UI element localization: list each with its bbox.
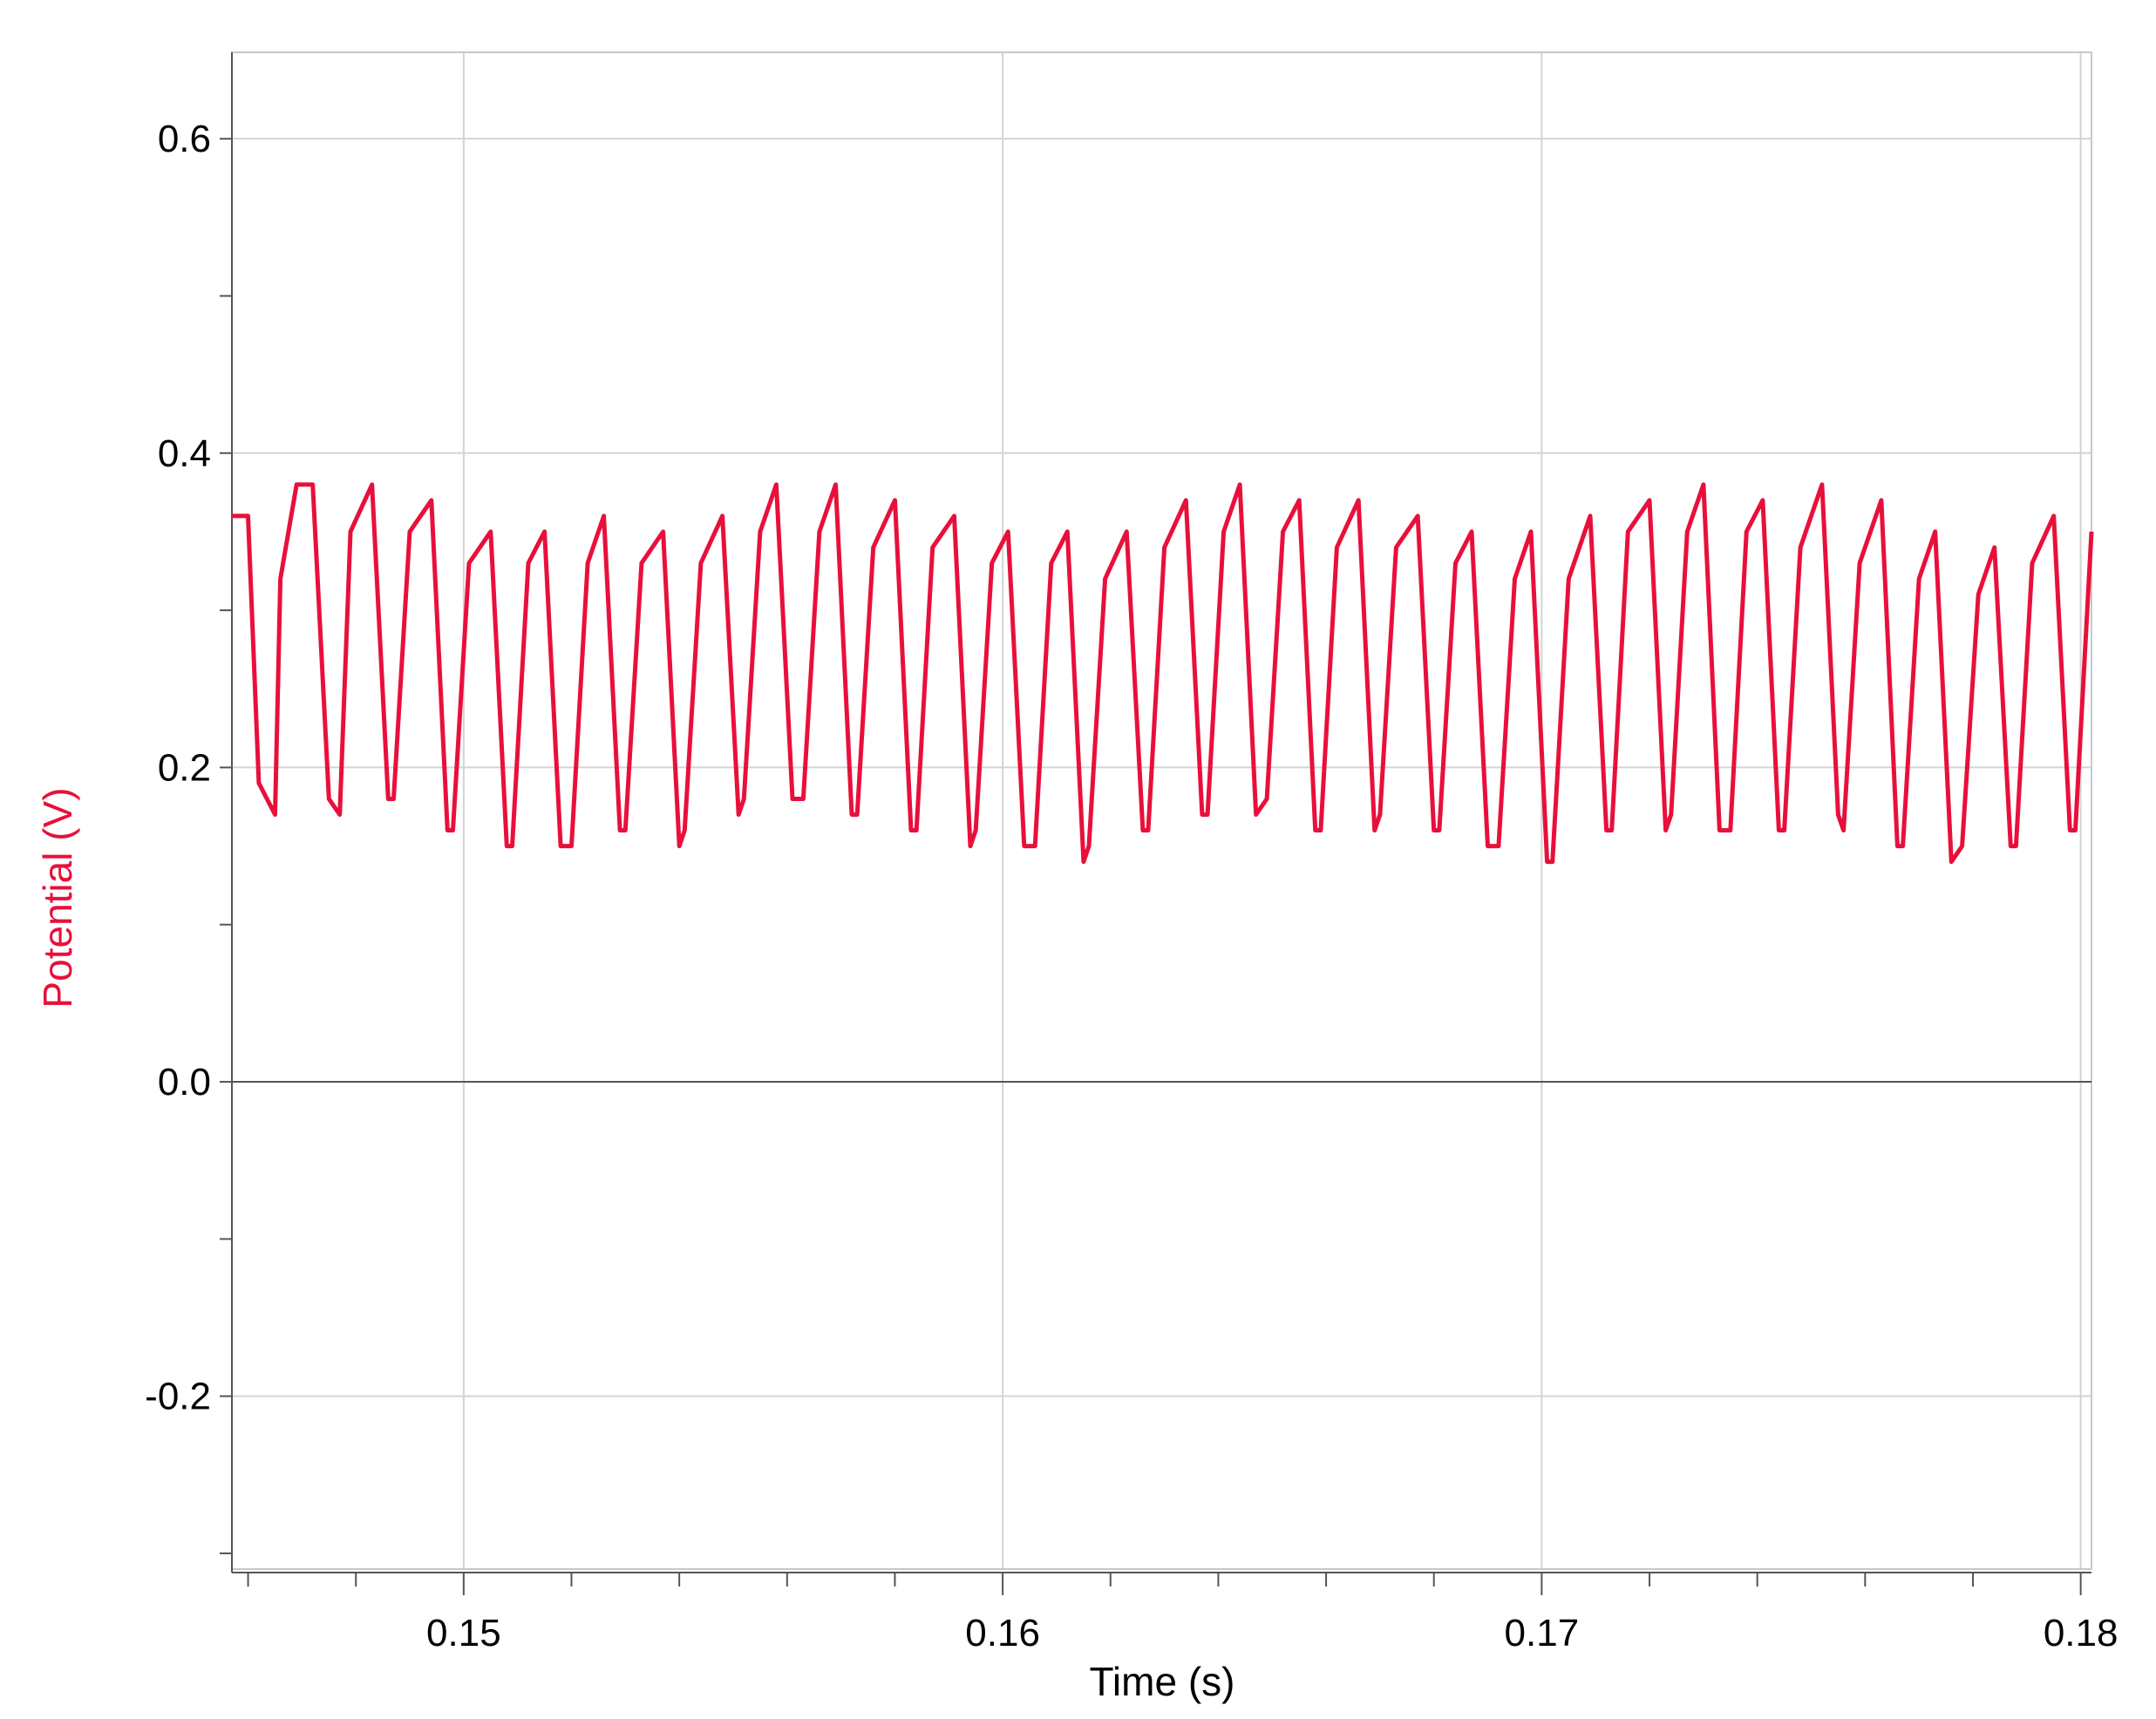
- series-line-potential: [232, 482, 2094, 865]
- y-tick-label: 0.0: [158, 1061, 211, 1104]
- x-tick-label: 0.16: [965, 1612, 1040, 1654]
- y-axis-title: Potential (V): [35, 787, 80, 1008]
- x-tick-label: 0.17: [1505, 1612, 1580, 1654]
- tick-labels: 0.6 0.4 0.2 0.0 -0.2 0.15 0.16 0.17 0.18: [145, 118, 2118, 1654]
- x-tick-label: 0.18: [2044, 1612, 2119, 1654]
- y-tick-label: 0.4: [158, 432, 211, 475]
- y-tick-label: 0.2: [158, 746, 211, 789]
- x-axis-title: Time (s): [1090, 1659, 1235, 1704]
- series-layer: [232, 482, 2094, 865]
- x-tick-label: 0.15: [426, 1612, 501, 1654]
- y-tick-label: -0.2: [145, 1376, 211, 1418]
- axes: [220, 52, 2091, 1595]
- plot-frame: [231, 51, 2092, 1570]
- grid: [232, 52, 2091, 1569]
- y-tick-label: 0.6: [158, 118, 211, 160]
